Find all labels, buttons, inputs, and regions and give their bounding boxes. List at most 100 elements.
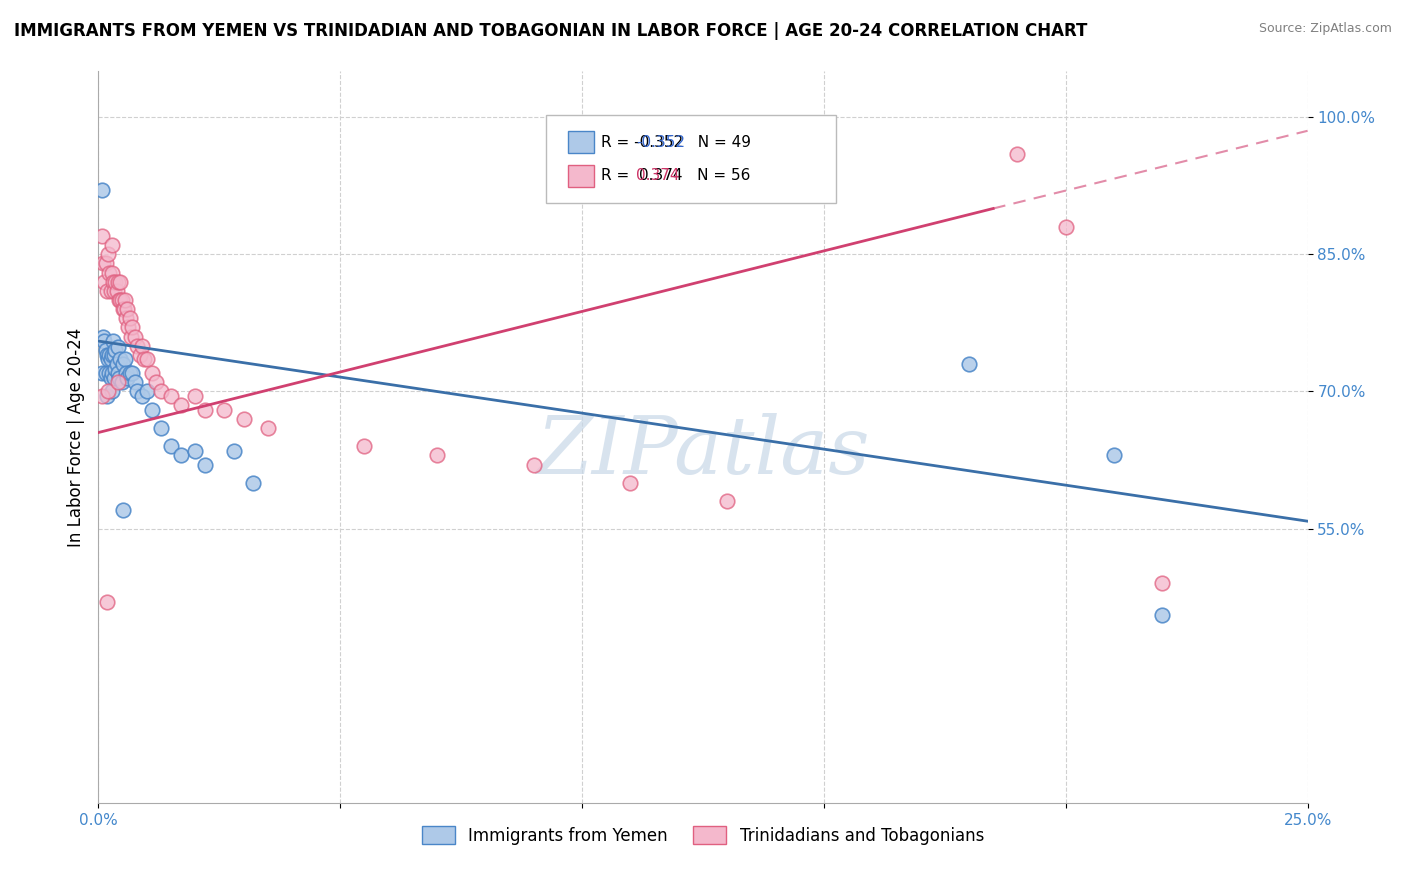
Point: [107, 370, 129, 384]
Point: [131, 389, 153, 403]
Point: [105, 357, 128, 371]
Point: [127, 384, 149, 399]
Point: [120, 329, 142, 343]
Point: [184, 389, 207, 403]
Point: [1007, 146, 1029, 161]
Point: [103, 348, 125, 362]
Point: [104, 343, 127, 358]
Point: [96, 595, 118, 609]
Point: [104, 361, 127, 376]
Point: [107, 376, 129, 390]
Point: [160, 389, 183, 403]
Point: [98, 366, 121, 380]
Point: [101, 238, 124, 252]
Point: [141, 402, 163, 417]
Point: [118, 366, 141, 380]
Point: [117, 301, 139, 317]
Point: [101, 266, 124, 280]
Point: [150, 384, 173, 399]
Text: Source: ZipAtlas.com: Source: ZipAtlas.com: [1258, 22, 1392, 36]
Point: [97, 352, 120, 367]
Point: [127, 339, 149, 353]
Point: [619, 475, 641, 490]
Point: [194, 402, 217, 417]
Point: [135, 384, 157, 399]
Point: [121, 366, 143, 380]
Point: [108, 275, 131, 289]
Point: [94, 256, 117, 270]
Point: [114, 293, 136, 307]
Point: [98, 348, 121, 362]
Point: [117, 370, 139, 384]
Point: [1054, 219, 1077, 234]
Point: [98, 266, 121, 280]
Point: [97, 384, 120, 399]
Point: [150, 421, 173, 435]
Point: [222, 443, 245, 458]
Point: [91, 228, 114, 243]
Point: [111, 301, 134, 317]
Point: [121, 320, 143, 334]
Point: [96, 348, 118, 362]
FancyBboxPatch shape: [546, 115, 837, 203]
FancyBboxPatch shape: [568, 165, 595, 187]
Point: [128, 348, 150, 362]
Point: [101, 384, 124, 399]
Point: [93, 334, 115, 348]
Point: [124, 329, 146, 343]
Point: [93, 275, 115, 289]
Point: [1152, 576, 1174, 591]
Point: [104, 275, 127, 289]
Text: R =  0.374   N = 56: R = 0.374 N = 56: [602, 169, 751, 184]
Point: [112, 301, 135, 317]
Point: [105, 284, 128, 298]
Point: [101, 275, 124, 289]
Point: [1102, 449, 1125, 463]
Point: [97, 247, 120, 261]
Point: [100, 352, 122, 367]
Point: [426, 449, 449, 463]
Point: [107, 275, 129, 289]
Point: [91, 256, 114, 270]
Point: [134, 352, 156, 367]
Point: [94, 366, 117, 380]
Point: [111, 376, 134, 390]
Point: [118, 311, 141, 326]
Point: [108, 293, 131, 307]
Point: [108, 352, 131, 367]
Legend: Immigrants from Yemen, Trinidadians and Tobagonians: Immigrants from Yemen, Trinidadians and …: [413, 818, 993, 853]
Point: [111, 357, 134, 371]
Point: [91, 329, 114, 343]
Point: [131, 339, 153, 353]
Text: -0.352: -0.352: [637, 135, 686, 150]
Point: [111, 503, 134, 517]
Point: [523, 458, 546, 472]
Point: [96, 389, 118, 403]
Point: [256, 421, 278, 435]
Point: [160, 439, 183, 453]
Point: [91, 389, 114, 403]
Point: [135, 352, 157, 367]
Point: [103, 370, 125, 384]
Point: [145, 376, 167, 390]
FancyBboxPatch shape: [568, 131, 595, 153]
Point: [107, 293, 129, 307]
Point: [101, 366, 124, 380]
Point: [169, 449, 191, 463]
Point: [353, 439, 375, 453]
Point: [232, 411, 254, 425]
Point: [94, 343, 117, 358]
Point: [107, 341, 129, 355]
Point: [115, 311, 138, 326]
Point: [100, 370, 122, 384]
Text: ZIPatlas: ZIPatlas: [536, 413, 870, 491]
Point: [103, 284, 125, 298]
Y-axis label: In Labor Force | Age 20-24: In Labor Force | Age 20-24: [66, 327, 84, 547]
Point: [212, 402, 235, 417]
Point: [141, 366, 163, 380]
Point: [184, 443, 207, 458]
Point: [111, 293, 134, 307]
Point: [124, 376, 146, 390]
Text: R = -0.352   N = 49: R = -0.352 N = 49: [602, 135, 751, 150]
Point: [114, 352, 136, 367]
